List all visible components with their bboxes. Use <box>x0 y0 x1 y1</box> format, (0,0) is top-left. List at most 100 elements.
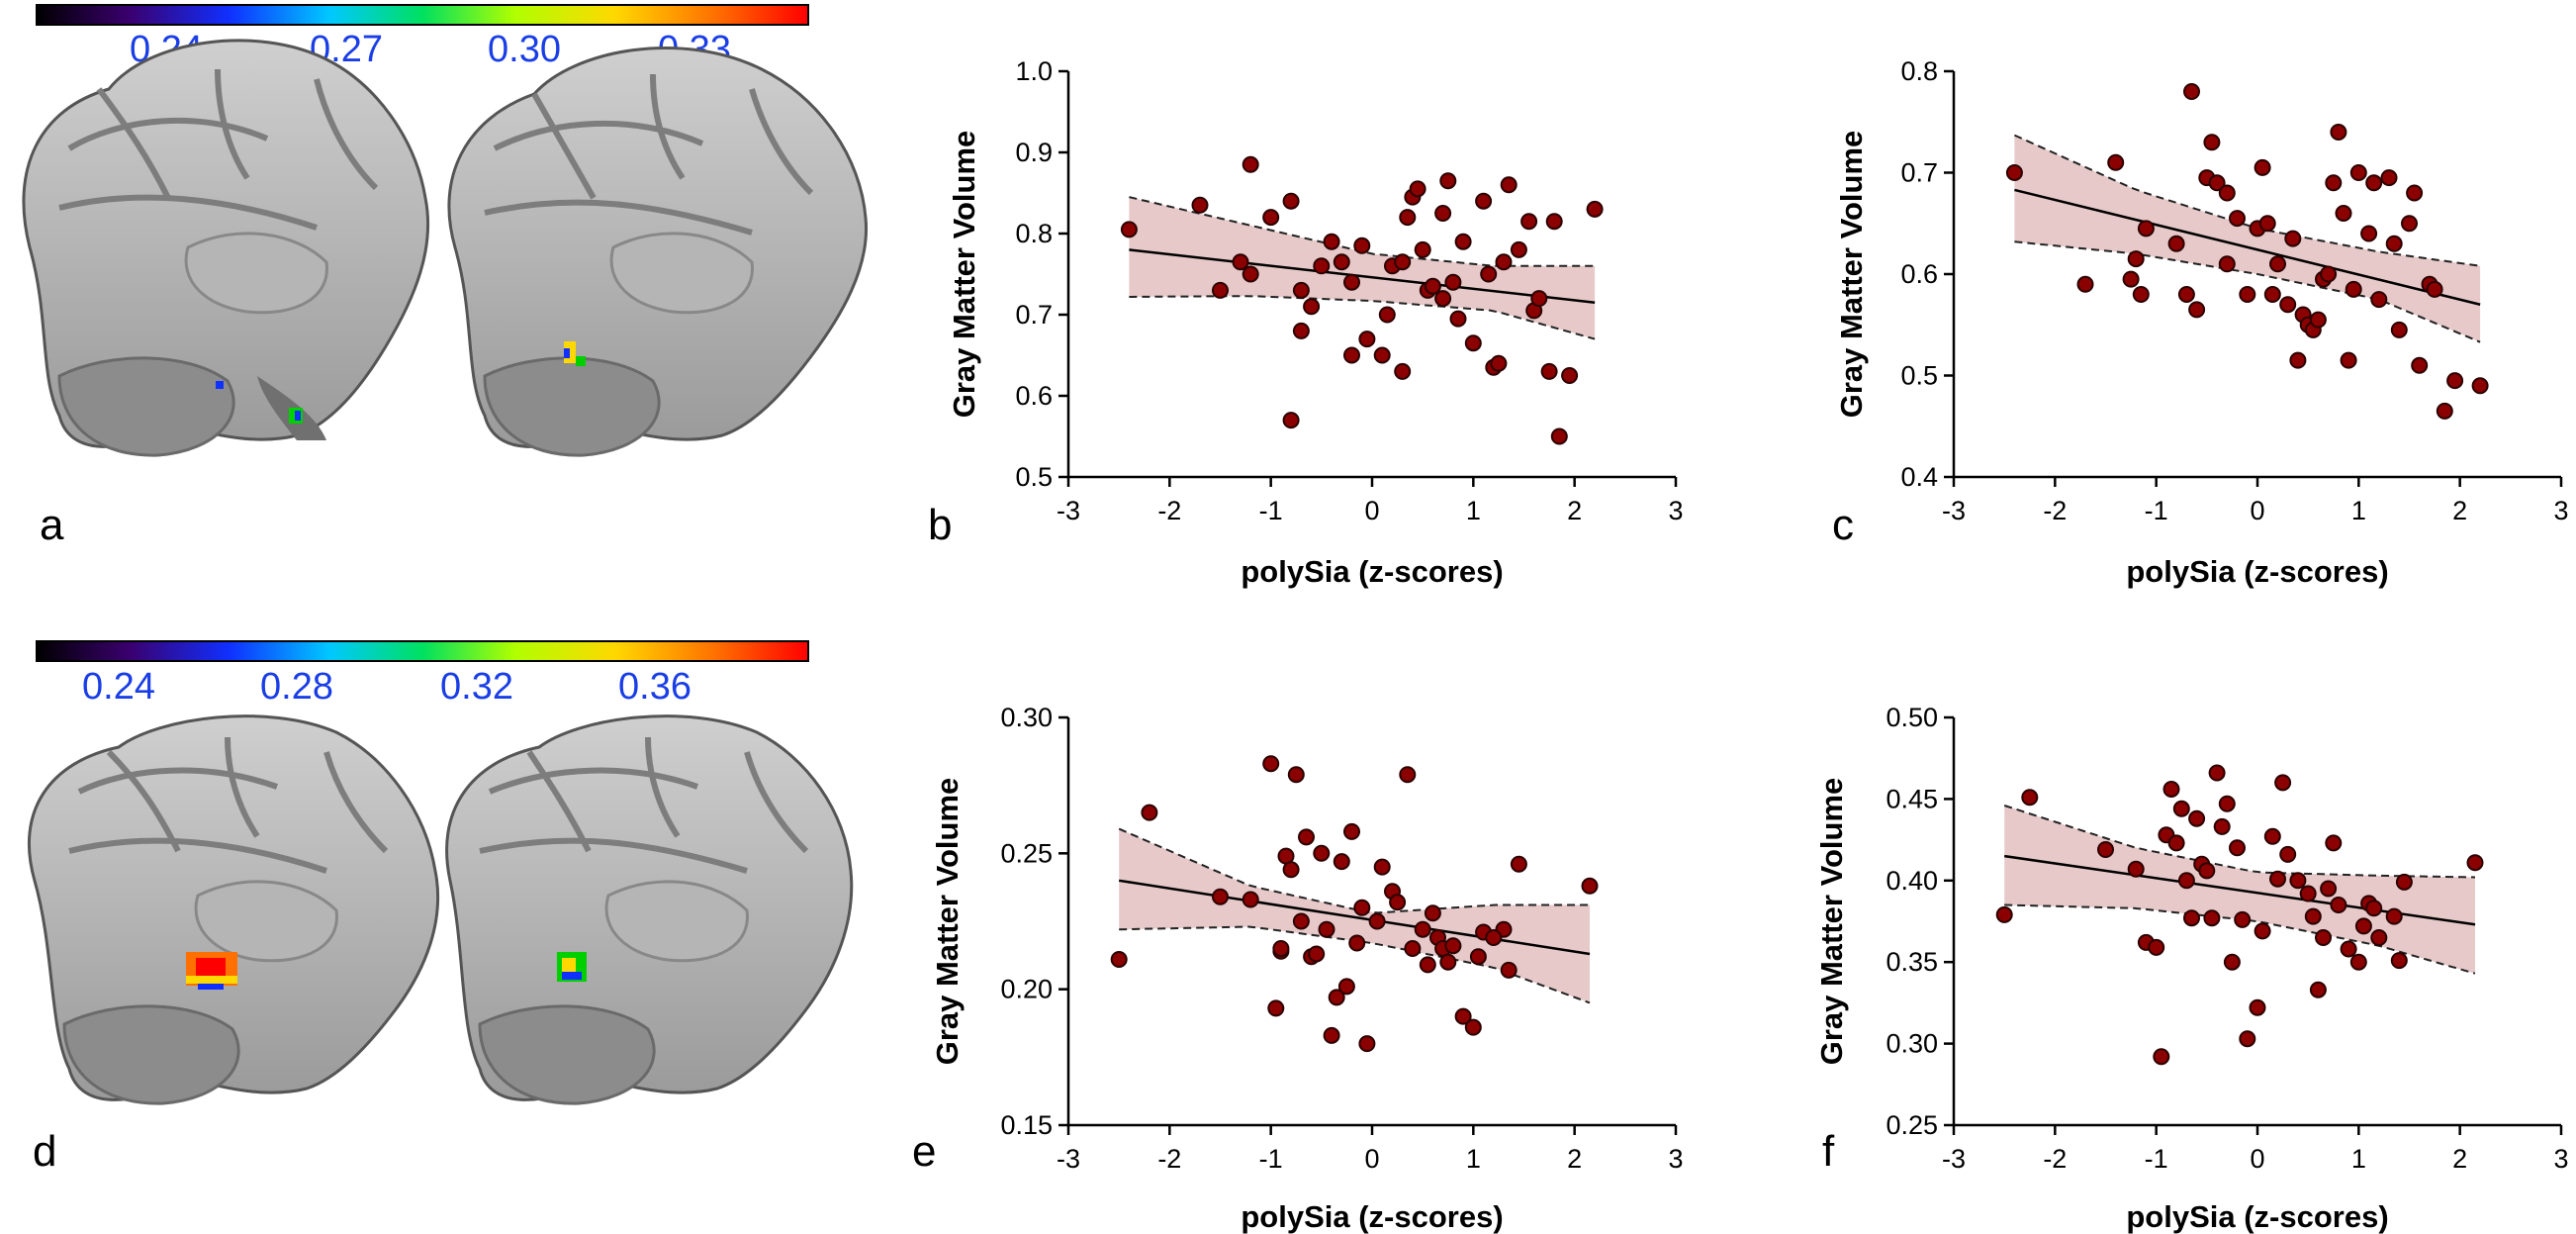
data-point <box>1287 766 1305 784</box>
data-point <box>1378 306 1396 324</box>
panel-label-c: c <box>1832 501 1854 549</box>
data-point <box>2279 296 2297 314</box>
data-point <box>1414 240 1431 258</box>
data-point <box>2309 311 2327 329</box>
x-tick-label: -1 <box>2145 1144 2168 1174</box>
panel-label-e: e <box>912 1127 936 1176</box>
panel-label-d: d <box>33 1127 56 1176</box>
x-axis-title: polySia (z-scores) <box>2126 1199 2388 1234</box>
data-point <box>1399 766 1417 784</box>
colorbar-bottom-tick: 0.32 <box>440 666 513 708</box>
x-axis-title: polySia (z-scores) <box>1241 1199 1503 1234</box>
data-point <box>1500 176 1518 194</box>
data-point <box>1545 213 1563 231</box>
y-tick-label: 0.35 <box>1886 947 1938 977</box>
data-point <box>2289 351 2307 369</box>
data-point <box>1414 920 1431 938</box>
x-tick-label: -2 <box>2043 1144 2067 1174</box>
brain-slice-d-right <box>445 714 854 1105</box>
y-tick-label: 0.8 <box>1015 219 1053 248</box>
x-tick-label: 3 <box>2553 496 2568 525</box>
y-tick-label: 0.50 <box>1886 703 1938 732</box>
brain-slice-a-left <box>22 39 430 457</box>
data-point <box>2345 280 2362 298</box>
data-point <box>1500 961 1518 979</box>
data-point <box>1495 253 1513 271</box>
data-point <box>1454 1007 1472 1025</box>
data-point <box>2426 280 2443 298</box>
data-point <box>2127 860 2145 878</box>
data-point <box>2390 321 2408 338</box>
colorbar-top-tick: 0.30 <box>488 29 561 70</box>
data-point <box>2466 854 2484 872</box>
x-tick-label: 0 <box>1364 1144 1379 1174</box>
data-point <box>1292 281 1310 299</box>
data-point <box>1353 237 1371 254</box>
data-point <box>1292 912 1310 930</box>
data-point <box>2172 800 2190 817</box>
data-point <box>1449 310 1467 328</box>
data-point <box>1434 290 1452 308</box>
x-tick-label: 2 <box>1567 496 1582 525</box>
data-point <box>1404 940 1422 957</box>
data-point <box>1586 200 1604 218</box>
data-point <box>2406 184 2424 202</box>
x-tick-label: -1 <box>1259 1144 1283 1174</box>
data-point <box>1581 877 1599 895</box>
data-point <box>2097 841 2114 858</box>
data-point <box>2263 827 2281 845</box>
y-tick-label: 0.5 <box>1900 361 1938 391</box>
x-tick-label: 3 <box>1668 496 1683 525</box>
data-point <box>1120 221 1138 238</box>
colorbar-bottom-tick: 0.28 <box>260 666 333 708</box>
data-point <box>1242 155 1259 173</box>
data-point <box>2005 164 2023 181</box>
data-point <box>1510 240 1527 258</box>
x-tick-label: 1 <box>2351 496 2366 525</box>
data-point <box>1303 298 1321 316</box>
data-point <box>2385 907 2403 925</box>
data-point <box>2137 220 2155 237</box>
x-tick-label: 1 <box>2351 1144 2366 1174</box>
data-point <box>2148 938 2165 956</box>
data-point <box>2269 255 2286 273</box>
data-point <box>1212 888 1229 905</box>
y-tick-label: 0.6 <box>1015 381 1053 411</box>
data-point <box>1454 233 1472 250</box>
data-point <box>2446 372 2464 390</box>
data-point <box>1323 1026 1340 1044</box>
data-point <box>1141 804 1158 821</box>
data-point <box>2330 124 2347 141</box>
data-point <box>2076 275 2094 293</box>
scatter-plot-e: -3 -2 -1 0 1 2 3 0.15 0.20 0.25 0.30 polySia (z-sco… <box>930 703 1684 1234</box>
data-point <box>2239 1030 2256 1048</box>
data-point <box>2229 839 2246 857</box>
data-point <box>1464 334 1482 352</box>
data-point <box>2208 174 2226 192</box>
data-point <box>1480 265 1498 283</box>
data-point <box>2274 774 2292 792</box>
data-point <box>2188 809 2206 827</box>
data-point <box>2365 174 2383 192</box>
data-point <box>1333 253 1350 271</box>
x-tick-label: -3 <box>1942 1144 1966 1174</box>
data-point <box>1409 180 1426 198</box>
data-point <box>1399 209 1417 227</box>
data-point <box>2401 215 2418 233</box>
data-point <box>2208 764 2226 782</box>
ci-lower-line <box>2014 240 2481 343</box>
data-point <box>2183 909 2200 927</box>
panel-label-f: f <box>1822 1127 1835 1176</box>
data-point <box>1333 853 1350 871</box>
data-point <box>1262 209 1280 227</box>
y-tick-label: 0.9 <box>1015 138 1053 167</box>
data-point <box>1212 281 1229 299</box>
scatter-plot-c: -3 -2 -1 0 1 2 3 0.4 0.5 0.6 0.7 0.8 polySia (z-scor… <box>1834 56 2569 589</box>
data-point <box>2309 981 2327 998</box>
x-tick-label: 1 <box>1466 1144 1481 1174</box>
data-point <box>1439 953 1457 971</box>
brain-slice-d-left <box>27 714 440 1105</box>
colorbar-top-gradient <box>36 4 809 26</box>
data-point <box>1424 904 1441 922</box>
x-tick-label: 0 <box>2250 496 2264 525</box>
